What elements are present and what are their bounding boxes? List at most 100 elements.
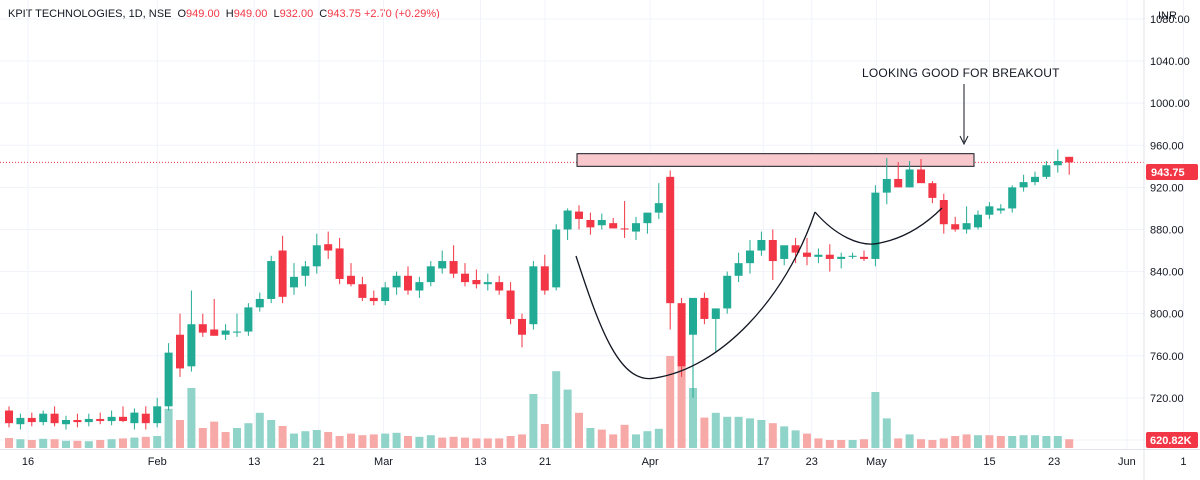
candle xyxy=(84,413,93,427)
candle xyxy=(495,275,504,295)
candle-body xyxy=(586,220,595,228)
volume-bar xyxy=(746,418,754,448)
candle-body xyxy=(324,244,333,251)
last-volume-badge xyxy=(1146,432,1198,448)
candle xyxy=(951,216,960,232)
volume-bar xyxy=(141,436,150,448)
candle xyxy=(404,266,412,295)
volume-bar xyxy=(654,428,663,448)
candle-body xyxy=(666,176,675,304)
candle xyxy=(609,217,618,229)
candle-body xyxy=(62,420,70,425)
volume-bar xyxy=(552,371,561,448)
candle-body xyxy=(415,282,424,291)
candle xyxy=(1019,174,1028,192)
candle xyxy=(301,261,310,287)
resistance-zone-layer xyxy=(576,153,975,167)
volume-bar xyxy=(84,441,93,448)
volume-bar xyxy=(461,437,469,448)
candle xyxy=(860,250,868,262)
x-tick-label: 21 xyxy=(313,456,325,468)
volume-bar xyxy=(643,431,652,448)
candle-body xyxy=(620,228,629,230)
candle-body xyxy=(791,245,800,253)
candle-body xyxy=(461,273,469,283)
candle-body xyxy=(734,263,743,276)
candle xyxy=(1008,185,1017,213)
volume-bar xyxy=(666,356,675,448)
candle xyxy=(597,213,606,230)
candle xyxy=(369,290,378,306)
candle-body xyxy=(73,420,82,423)
volume-bar xyxy=(495,438,504,448)
volume-bar xyxy=(50,439,59,448)
candle xyxy=(233,313,241,337)
breakout-annotation: LOOKING GOOD FOR BREAKOUT xyxy=(862,66,1060,80)
pattern-drawings xyxy=(575,84,969,380)
candle-body xyxy=(917,169,925,184)
y-tick-label: 1000.00 xyxy=(1150,98,1190,110)
volume-bar xyxy=(1031,435,1039,448)
volume-bar xyxy=(426,435,435,448)
volume-bar xyxy=(996,436,1005,448)
candle-body xyxy=(472,280,481,285)
x-tick-label: 13 xyxy=(474,456,486,468)
candle xyxy=(1065,156,1074,175)
candle-body xyxy=(244,307,253,332)
resistance-zone[interactable] xyxy=(576,153,975,167)
candle-body xyxy=(438,261,447,269)
candle-body xyxy=(939,200,948,225)
candle xyxy=(461,263,469,287)
annotation-layer: LOOKING GOOD FOR BREAKOUT xyxy=(862,66,1060,80)
volume-bar xyxy=(119,438,127,448)
volume-bar xyxy=(221,432,230,448)
volume-bar xyxy=(803,433,811,448)
candle-body xyxy=(5,410,13,424)
low-label: L xyxy=(273,8,280,20)
arrow-head-icon xyxy=(959,135,969,146)
candle xyxy=(1042,161,1051,179)
handle-curve[interactable] xyxy=(814,207,943,245)
volume-bar xyxy=(73,440,82,448)
candle xyxy=(780,245,789,266)
candle xyxy=(5,406,13,428)
candle-body xyxy=(654,203,663,213)
candle xyxy=(255,292,264,312)
volume-bar xyxy=(5,438,13,448)
candle-body xyxy=(381,287,390,302)
candle-body xyxy=(552,229,561,288)
candle-body xyxy=(449,261,458,274)
candle-body xyxy=(689,297,697,335)
volume-bar xyxy=(791,430,800,448)
y-tick-label: 1040.00 xyxy=(1150,56,1190,68)
candle-body xyxy=(837,256,846,259)
volume-bar xyxy=(917,439,925,448)
candle-body xyxy=(141,413,150,424)
volume-bar xyxy=(597,429,606,448)
candle xyxy=(529,261,538,330)
candle-body xyxy=(1042,165,1051,177)
candle xyxy=(974,210,982,230)
candle xyxy=(962,206,971,234)
candle xyxy=(153,397,162,428)
y-tick-label: 840.00 xyxy=(1150,267,1184,279)
candle xyxy=(1031,171,1039,186)
candle xyxy=(677,297,686,377)
cup-curve[interactable] xyxy=(575,211,816,380)
volume-bar xyxy=(312,430,321,448)
volume-bar xyxy=(928,440,937,448)
candle-body xyxy=(597,220,606,226)
volume-bar xyxy=(860,439,868,448)
volume-bar xyxy=(905,434,914,448)
candle xyxy=(768,229,777,280)
volume-bar xyxy=(894,438,903,448)
candle-body xyxy=(312,245,321,267)
candle-body xyxy=(905,169,914,188)
volume-bar xyxy=(1019,435,1028,448)
volume-bar xyxy=(723,416,732,448)
candle-body xyxy=(529,266,538,325)
candle-body xyxy=(882,178,891,193)
candle-body xyxy=(518,318,526,335)
